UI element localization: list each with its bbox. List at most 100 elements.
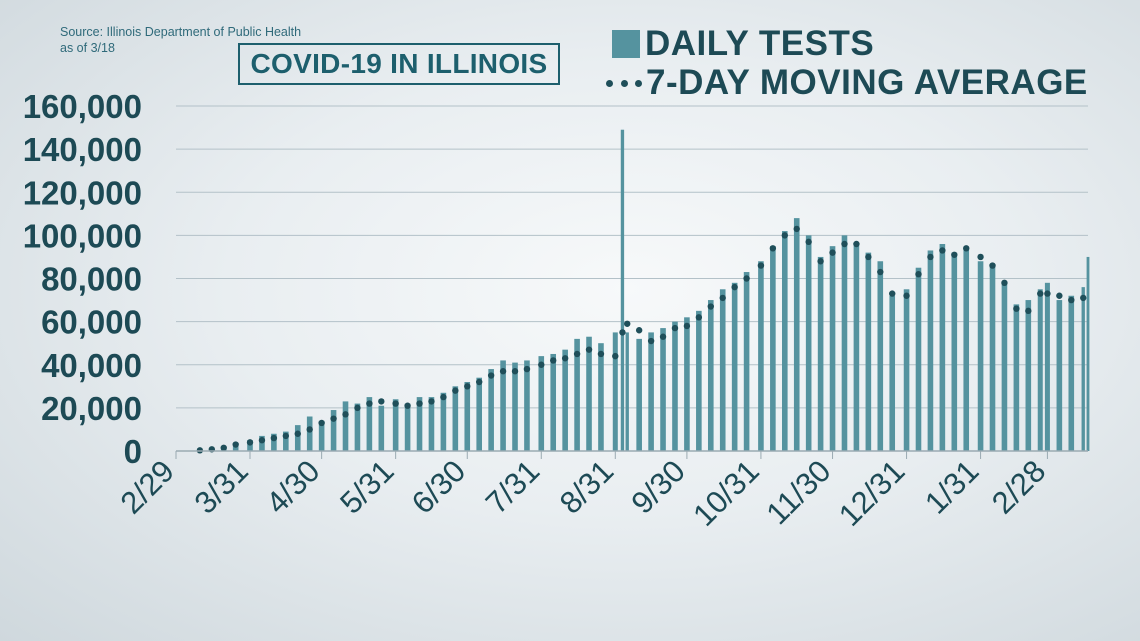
bar [1025,300,1032,451]
average-dot [695,314,703,321]
bar [963,248,970,451]
average-dot [963,245,970,252]
bar [1086,256,1090,451]
bar [877,261,884,451]
dots-swatch-icon [606,79,642,87]
bar [488,369,494,451]
average-dot [927,253,934,261]
x-tick-label: 1/31 [918,453,985,520]
y-axis: 0 20,000 40,000 60,000 80,000 100,000 120,000 1… [23,88,142,470]
average-dot [428,398,435,405]
average-dot [440,393,447,401]
as-of-line: as of 3/18 [60,41,115,55]
bar [574,338,580,451]
daily-tests-bars [197,129,1090,451]
bar [1056,300,1063,451]
x-tick-label: 3/31 [188,453,255,520]
average-dot [1013,305,1020,312]
y-tick-label: 20,000 [41,390,142,427]
average-dot [282,432,290,440]
average-dot [270,434,278,442]
bar [684,317,690,451]
average-dot [1068,296,1075,304]
average-dot [977,253,984,261]
average-dot [781,232,788,239]
average-dot [550,357,557,364]
x-tick-label: 11/30 [760,453,838,531]
gridlines [176,105,1088,409]
bar [452,386,459,451]
legend-moving-average-label: 7-DAY MOVING AVERAGE [646,63,1088,102]
average-dot [585,346,593,353]
x-tick-label: 10/31 [686,453,766,533]
bar [378,405,385,451]
average-dot [232,441,239,448]
bar [512,362,518,451]
average-dot [487,372,495,379]
average-dot [719,294,726,302]
bar [696,310,702,451]
bar [817,256,824,451]
x-tick-label: 5/31 [333,453,400,520]
bar [853,244,860,451]
bar [612,332,618,451]
bar [648,332,654,451]
bar [416,397,423,451]
bar [259,435,265,451]
bar [562,349,568,451]
average-dot [246,439,254,446]
average-dot [624,320,631,327]
x-tick-label: 8/31 [553,453,620,520]
bar [366,397,373,451]
y-tick-label: 100,000 [23,217,142,254]
bar [306,416,313,451]
average-dot [511,368,519,375]
bar [428,397,435,451]
x-tick-label: 9/30 [624,453,691,520]
bar [330,410,337,451]
average-dot [865,253,872,261]
average-dot [743,275,750,282]
bar [550,353,557,451]
x-tick-label: 4/30 [259,453,326,520]
average-dot [769,245,777,252]
y-tick-label: 60,000 [41,304,142,341]
average-dot [707,303,714,310]
average-dot [915,270,922,278]
average-dot [416,400,423,407]
bar-swatch-icon [612,30,640,58]
average-dot [306,426,313,433]
average-dot [597,350,605,358]
average-dot [294,430,301,437]
bar [294,425,301,451]
average-dot [378,398,385,405]
y-tick-label: 40,000 [41,347,142,384]
y-tick-label: 120,000 [23,174,142,211]
average-dot [877,268,884,276]
average-dot [951,251,958,258]
legend-daily-tests: DAILY TESTS [612,24,874,64]
x-tick-label: 6/30 [405,453,472,520]
bar [1001,282,1008,451]
average-dot [939,247,946,254]
average-dot [523,365,531,373]
bar [743,272,750,451]
average-dot [671,324,679,332]
bar [620,129,625,451]
bar [805,235,812,451]
bar [247,440,253,451]
bar [586,336,592,451]
bar [865,252,872,451]
average-dot [452,387,459,394]
average-dot [647,337,655,345]
bar [758,261,764,451]
average-dot [1044,290,1051,297]
average-dot [366,400,373,407]
x-tick-label: 12/31 [832,453,912,533]
bar [476,377,483,451]
bar [829,246,836,451]
average-dot [683,322,691,330]
bar [1013,304,1020,451]
average-dot [612,352,619,360]
